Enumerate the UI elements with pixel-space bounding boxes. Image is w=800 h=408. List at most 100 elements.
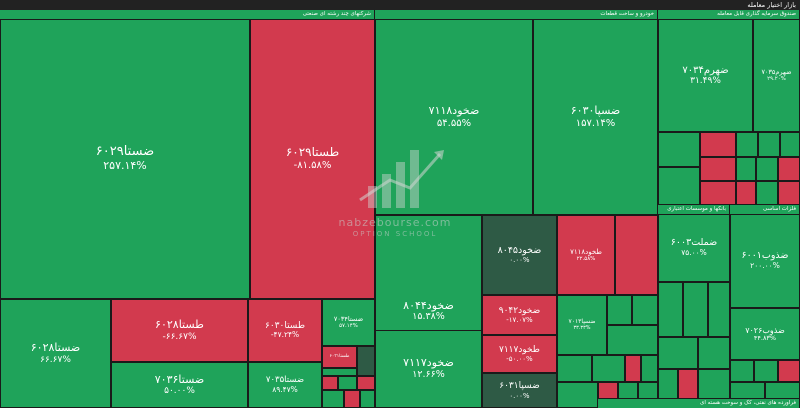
tile-small[interactable]	[765, 382, 800, 399]
tile-symbol: طخود۷۱۱۸	[570, 247, 602, 256]
tile-zespa-6030[interactable]: ضسپا۶۰۳۰ ۱۵۷.۱۴%	[533, 19, 658, 215]
tile-small[interactable]	[700, 157, 736, 181]
tile-small[interactable]	[598, 382, 618, 399]
tile-zesta-7035[interactable]: ضستا۷۰۳۵ ۸۹.۴۷%	[248, 362, 322, 408]
tile-small[interactable]	[615, 215, 658, 295]
tile-small[interactable]	[638, 382, 658, 399]
tile-zmelt-6003[interactable]: ضملت۶۰۰۳ ۷۵.۰۰%	[658, 214, 730, 282]
sector-header-refinery[interactable]: فراورده های نفتی، کک و سوخت هسته ای	[598, 399, 800, 408]
tile-symbol: ضستا۷۰۳۶	[154, 372, 205, 386]
tile-symbol: ضسپا۷۰۱۳	[568, 317, 596, 325]
tile-tekhod-7118[interactable]: طخود۷۱۱۸ ۲۲.۵۸%	[557, 215, 615, 295]
tile-small[interactable]	[658, 369, 678, 399]
sector-header-etf[interactable]: صندوق سرمایه گذاری قابل معامله	[658, 10, 800, 19]
tile-zahrom-7034[interactable]: ضهرم۷۰۳۴ ۳۱.۴۹%	[658, 19, 753, 132]
tile-small[interactable]	[357, 346, 375, 376]
tile-zesta-6028[interactable]: ضستا۶۰۲۸ ۶۶.۶۷%	[0, 299, 111, 408]
tile-change: ۰.۰۰%	[509, 256, 530, 265]
tile-symbol: ضستا۷۰۳۵	[265, 374, 305, 385]
tile-small[interactable]	[778, 181, 800, 205]
tile-small[interactable]	[658, 132, 700, 167]
tile-small[interactable]	[322, 390, 344, 408]
tile-small[interactable]	[632, 295, 658, 325]
tile-small[interactable]	[557, 382, 598, 408]
tile-testa-6030[interactable]: طستا۶۰۳۰ -۴۷.۲۴%	[248, 299, 322, 362]
tile-small[interactable]	[607, 325, 658, 355]
tile-small[interactable]	[683, 282, 708, 337]
tile-symbol: ضسپا۶۰۳۰	[570, 103, 621, 117]
tile-small[interactable]	[780, 132, 800, 157]
tile-symbol: ضهرم۷۰۳۴	[682, 64, 729, 76]
tile-symbol: ضستا۶۰۲۸	[30, 341, 81, 354]
tile-small[interactable]	[698, 369, 730, 399]
tile-small[interactable]	[658, 167, 700, 205]
tile-small[interactable]	[736, 157, 756, 181]
tile-small[interactable]	[758, 132, 780, 157]
tile-change: ۲۵۷.۱۴%	[103, 159, 147, 173]
sector-header-banks[interactable]: بانکها و موسسات اعتباری	[658, 205, 730, 214]
tile-small[interactable]	[592, 355, 625, 382]
tile-small[interactable]	[658, 282, 683, 337]
tile-small[interactable]	[360, 390, 375, 408]
tile-small[interactable]	[756, 181, 778, 205]
tile-small[interactable]	[708, 282, 730, 337]
tile-zesta-6029[interactable]: ضستا۶۰۲۹ ۲۵۷.۱۴%	[0, 19, 250, 299]
tile-small[interactable]	[607, 295, 632, 325]
tile-small[interactable]	[736, 181, 756, 205]
tile-zesta-7036[interactable]: ضستا۷۰۳۶ ۵۰.۰۰%	[111, 362, 248, 408]
tile-testa-6028[interactable]: طستا۶۰۲۸ -۶۶.۶۷%	[111, 299, 248, 362]
sector-header-metals[interactable]: فلزات اساسی	[730, 205, 800, 214]
tile-zesta-7034[interactable]: ضستا۷۰۳۴ ۵۷.۱۴%	[322, 299, 375, 346]
tile-small[interactable]	[618, 382, 638, 399]
tile-small[interactable]	[322, 368, 357, 376]
tile-testa-6029[interactable]: طستا۶۰۲۹ -۸۱.۵۸%	[250, 19, 375, 299]
tile-change: ۱۲.۶۶%	[412, 368, 445, 380]
tile-small[interactable]	[698, 337, 730, 369]
tile-symbol: ضذوب۶۰۰۱	[741, 250, 789, 262]
sector-header-industrial[interactable]: شرکتهای چند رشته ای صنعتی	[0, 10, 375, 19]
tile-change: ۲۰۰.۰۰%	[750, 261, 780, 271]
tile-small[interactable]	[756, 157, 778, 181]
tile-small[interactable]	[357, 376, 375, 390]
tile-small[interactable]	[730, 360, 754, 382]
tile-symbol: ضستا۶۰۲۹	[95, 144, 155, 160]
tile-small[interactable]	[700, 181, 736, 205]
tile-small[interactable]	[344, 390, 360, 408]
page-title: بازار اختیار معامله	[0, 0, 800, 10]
tile-small[interactable]	[778, 157, 800, 181]
tile-small[interactable]	[754, 360, 778, 382]
tile-zekhod-8045[interactable]: ضخود۸۰۴۵ ۰.۰۰%	[482, 215, 557, 295]
tile-small[interactable]	[778, 360, 800, 382]
tile-small[interactable]	[658, 337, 698, 369]
tile-symbol: طستا۶۰۳۰	[265, 321, 305, 332]
tile-small[interactable]	[678, 369, 698, 399]
tile-small[interactable]	[641, 355, 658, 382]
tile-change: -۵۰.۰۰%	[506, 355, 533, 364]
tile-small[interactable]	[625, 355, 641, 382]
tile-zespa-6031[interactable]: ضسپا۶۰۳۱ ۰.۰۰%	[482, 373, 557, 408]
tile-small[interactable]	[736, 132, 758, 157]
sector-header-auto[interactable]: خودرو و ساخت قطعات	[375, 10, 658, 19]
tile-zekhod-7117[interactable]: ضخود۷۱۱۷ ۱۲.۶۶%	[375, 330, 482, 408]
tile-change: ۵۴.۵۵%	[436, 117, 472, 129]
tile-symbol: ضسپا۶۰۳۱	[499, 381, 540, 392]
tile-small[interactable]	[700, 132, 736, 157]
tile-symbol: طخود۷۱۱۷	[499, 344, 540, 355]
tile-zekhod-7118[interactable]: ضخود۷۱۱۸ ۵۴.۵۵%	[375, 19, 533, 215]
tile-change: ۲۹.۲۰%	[767, 76, 786, 83]
tile-zozob-6001[interactable]: ضذوب۶۰۰۱ ۲۰۰.۰۰%	[730, 214, 800, 308]
tile-zespa-7013[interactable]: ضسپا۷۰۱۳ ۳۳.۳۳%	[557, 295, 607, 355]
tile-small[interactable]	[322, 376, 338, 390]
tile-change: ۳۱.۴۹%	[690, 76, 721, 87]
tile-zahrom-7035[interactable]: ضهرم۷۰۳۵ ۲۹.۲۰%	[753, 19, 800, 132]
tile-small[interactable]	[730, 382, 765, 399]
tile-change: ۳۳.۳۳%	[573, 324, 591, 331]
tile-tekhod-7117[interactable]: طخود۷۱۱۷ -۵۰.۰۰%	[482, 335, 557, 373]
tile-small[interactable]: طستا۶۰۳۱	[322, 346, 357, 368]
tile-small[interactable]	[557, 355, 592, 382]
tile-small[interactable]	[338, 376, 357, 390]
tile-zozob-7026[interactable]: ضذوب۷۰۲۶ ۴۴.۸۳%	[730, 308, 800, 360]
tile-zekhod-9042[interactable]: ضخود۹۰۴۲ -۱۷.۰۷%	[482, 295, 557, 335]
tile-change: ۸۹.۴۷%	[272, 384, 298, 394]
tile-change: ۵۰.۰۰%	[164, 386, 195, 397]
